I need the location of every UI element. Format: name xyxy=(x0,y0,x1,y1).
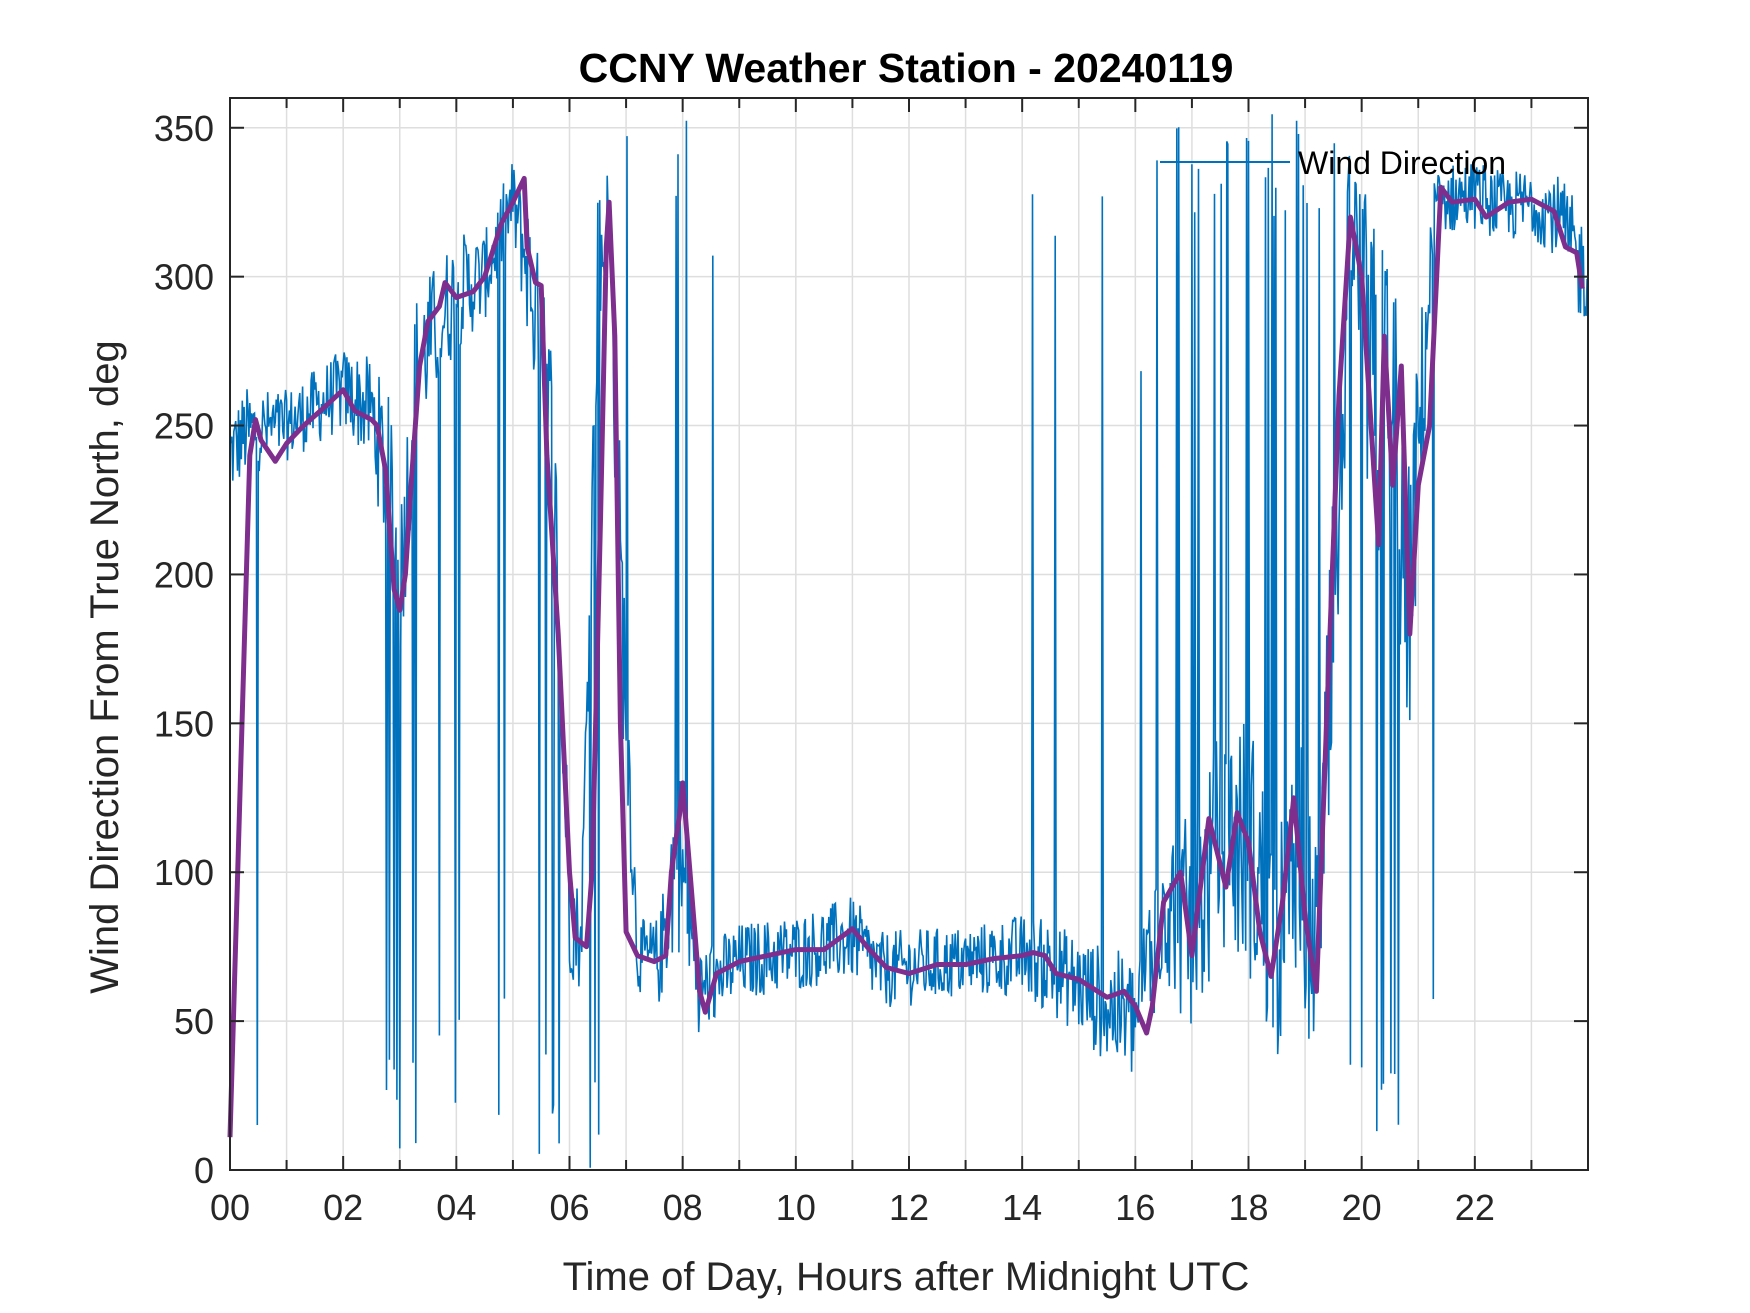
wind-direction-line xyxy=(229,114,1589,1168)
y-tick-label: 200 xyxy=(154,554,214,595)
tick-labels: 0 50 100 150 200 250 300 350 00 02 04 06 08 10 12 14 16 1… xyxy=(154,108,1495,1228)
x-tick-label: 22 xyxy=(1455,1187,1495,1228)
y-tick-label: 100 xyxy=(154,852,214,893)
y-tick-label: 50 xyxy=(174,1001,214,1042)
y-tick-label: 350 xyxy=(154,108,214,149)
y-tick-label: 0 xyxy=(194,1150,214,1191)
x-tick-label: 04 xyxy=(436,1187,476,1228)
x-tick-label: 16 xyxy=(1115,1187,1155,1228)
y-tick-label: 250 xyxy=(154,406,214,447)
y-tick-label: 300 xyxy=(154,257,214,298)
x-tick-label: 18 xyxy=(1228,1187,1268,1228)
x-tick-label: 14 xyxy=(1002,1187,1042,1228)
smoothed-wind-direction-series xyxy=(227,175,1585,1138)
legend: Wind Direction xyxy=(1160,145,1506,181)
x-tick-label: 20 xyxy=(1342,1187,1382,1228)
legend-label-wind-direction: Wind Direction xyxy=(1298,145,1506,181)
x-axis-label: Time of Day, Hours after Midnight UTC xyxy=(563,1255,1250,1299)
axis-ticks xyxy=(230,98,1588,1171)
y-axis-label: Wind Direction From True North, deg xyxy=(83,340,127,994)
x-tick-label: 08 xyxy=(663,1187,703,1228)
x-tick-label: 02 xyxy=(323,1187,363,1228)
chart-title: CCNY Weather Station - 20240119 xyxy=(579,45,1234,91)
x-tick-label: 06 xyxy=(549,1187,589,1228)
wind-direction-series xyxy=(229,114,1589,1168)
smoothed-wind-direction-line xyxy=(227,175,1585,1138)
x-tick-label: 12 xyxy=(889,1187,929,1228)
x-tick-label: 00 xyxy=(210,1187,250,1228)
x-tick-label: 10 xyxy=(776,1187,816,1228)
y-tick-label: 150 xyxy=(154,703,214,744)
